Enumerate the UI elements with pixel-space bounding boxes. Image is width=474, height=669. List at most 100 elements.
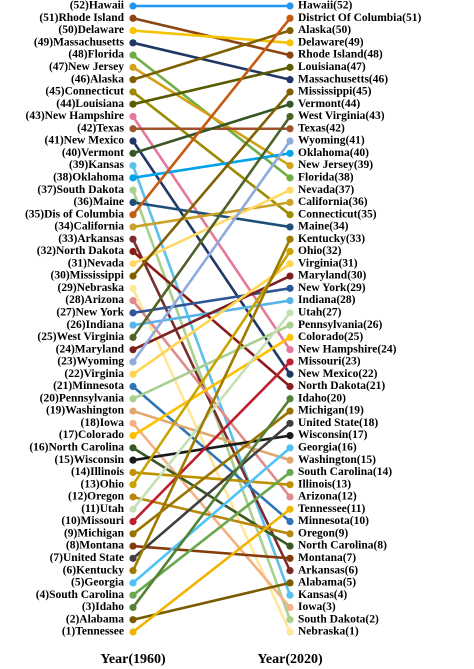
- point: [129, 567, 137, 575]
- point-label: (42)Texas: [77, 122, 124, 134]
- point-label: Indiana(28): [298, 294, 356, 306]
- point-label: (36)Maine: [74, 196, 124, 208]
- point-label: (19)Washington: [46, 405, 125, 417]
- slope-line: [131, 398, 292, 609]
- point: [286, 333, 294, 342]
- point: [129, 149, 137, 157]
- point-label: New Hampshire(24): [298, 343, 397, 355]
- point: [286, 591, 294, 599]
- point-label: (1)Tennessee: [62, 626, 124, 638]
- point: [129, 432, 137, 440]
- point-label: (10)Missouri: [61, 515, 124, 527]
- point-label: (15)Wisconsin: [55, 454, 125, 466]
- point-label: Virginia(31): [298, 257, 358, 269]
- point-label: (20)Pennsylvania: [40, 392, 125, 404]
- point-label: (32)North Dakota: [37, 245, 124, 257]
- point: [286, 616, 294, 624]
- point-label: (14)Illinois: [71, 466, 125, 478]
- point: [286, 2, 294, 10]
- point: [286, 260, 294, 268]
- point-label: (52)Hawaii: [70, 0, 125, 12]
- point-label: (33)Arkansas: [58, 233, 124, 245]
- point-label: West Virginia(43): [298, 110, 385, 122]
- point: [286, 125, 294, 133]
- labels: (52)Hawaii Hawaii(52) (51)Rhode Island Rhod…: [25, 0, 421, 638]
- point: [286, 321, 294, 329]
- slope-line: [132, 385, 291, 523]
- slope-line: [132, 262, 291, 376]
- point-label: (51)Rhode Island: [39, 12, 124, 24]
- slope-line: [131, 140, 292, 363]
- point: [129, 628, 137, 636]
- point-label: Kansas(4): [298, 589, 347, 601]
- point: [286, 395, 294, 403]
- point: [129, 591, 137, 599]
- point-label: (23)Wyoming: [57, 356, 124, 368]
- point: [129, 346, 137, 354]
- point: [286, 88, 294, 96]
- point: [286, 444, 294, 452]
- point: [129, 456, 137, 464]
- point: [129, 223, 137, 231]
- point-label: Minnesota(10): [298, 515, 369, 527]
- point-label: District Of Columbia(51): [298, 12, 421, 24]
- point-label: Maryland(30): [298, 270, 367, 282]
- point: [286, 370, 294, 378]
- dots: [129, 2, 294, 636]
- slope-line: [132, 544, 291, 560]
- slope-line: [132, 446, 291, 584]
- point: [129, 296, 137, 305]
- x-axis-label: Year(2020): [257, 652, 323, 667]
- point: [129, 493, 137, 501]
- point-label: Montana(7): [298, 552, 356, 564]
- point-label: Mississippi(45): [298, 86, 372, 98]
- point-label: (35)Dis of Columbia: [25, 208, 124, 220]
- point-label: Iowa(3): [298, 601, 336, 613]
- point: [129, 284, 137, 292]
- point: [286, 296, 294, 305]
- point: [129, 272, 137, 280]
- point-label: (46)Alaska: [71, 73, 124, 85]
- point-label: Idaho(20): [298, 392, 346, 404]
- point: [286, 161, 294, 170]
- point-label: Alabama(5): [298, 577, 356, 589]
- point: [129, 321, 137, 329]
- slope-line: [132, 508, 291, 634]
- point: [286, 505, 294, 513]
- point: [129, 39, 137, 47]
- point: [286, 149, 294, 157]
- point: [286, 517, 294, 526]
- point: [286, 284, 294, 292]
- point: [286, 579, 294, 587]
- slope-line: [132, 90, 291, 216]
- point-label: (39)Kansas: [69, 159, 124, 171]
- point-label: Hawaii(52): [298, 0, 352, 12]
- point: [129, 542, 137, 550]
- slope-line: [132, 287, 291, 315]
- point: [129, 603, 137, 612]
- point-label: Delaware(49): [298, 36, 364, 48]
- point: [286, 39, 294, 47]
- point-label: (3)Idaho: [82, 601, 124, 613]
- point-label: (45)Connecticut: [45, 86, 124, 98]
- point-label: Louisiana(47): [298, 61, 366, 73]
- point: [286, 567, 294, 575]
- slope-line: [131, 299, 292, 498]
- point: [286, 358, 294, 366]
- point: [129, 235, 137, 243]
- point-label: Pennsylvania(26): [298, 319, 383, 331]
- point-label: Florida(38): [298, 171, 354, 183]
- point-label: Arizona(12): [298, 491, 357, 503]
- point: [286, 309, 294, 317]
- point-label: Illinois(13): [298, 478, 351, 490]
- point: [286, 186, 294, 194]
- point: [129, 2, 137, 10]
- point-label: (21)Minnesota: [53, 380, 124, 392]
- point-label: (29)Nebraska: [58, 282, 125, 294]
- point-label: Kentucky(33): [298, 233, 365, 245]
- point: [129, 554, 137, 562]
- point: [286, 14, 294, 22]
- point: [129, 481, 137, 489]
- slope-line: [132, 66, 291, 106]
